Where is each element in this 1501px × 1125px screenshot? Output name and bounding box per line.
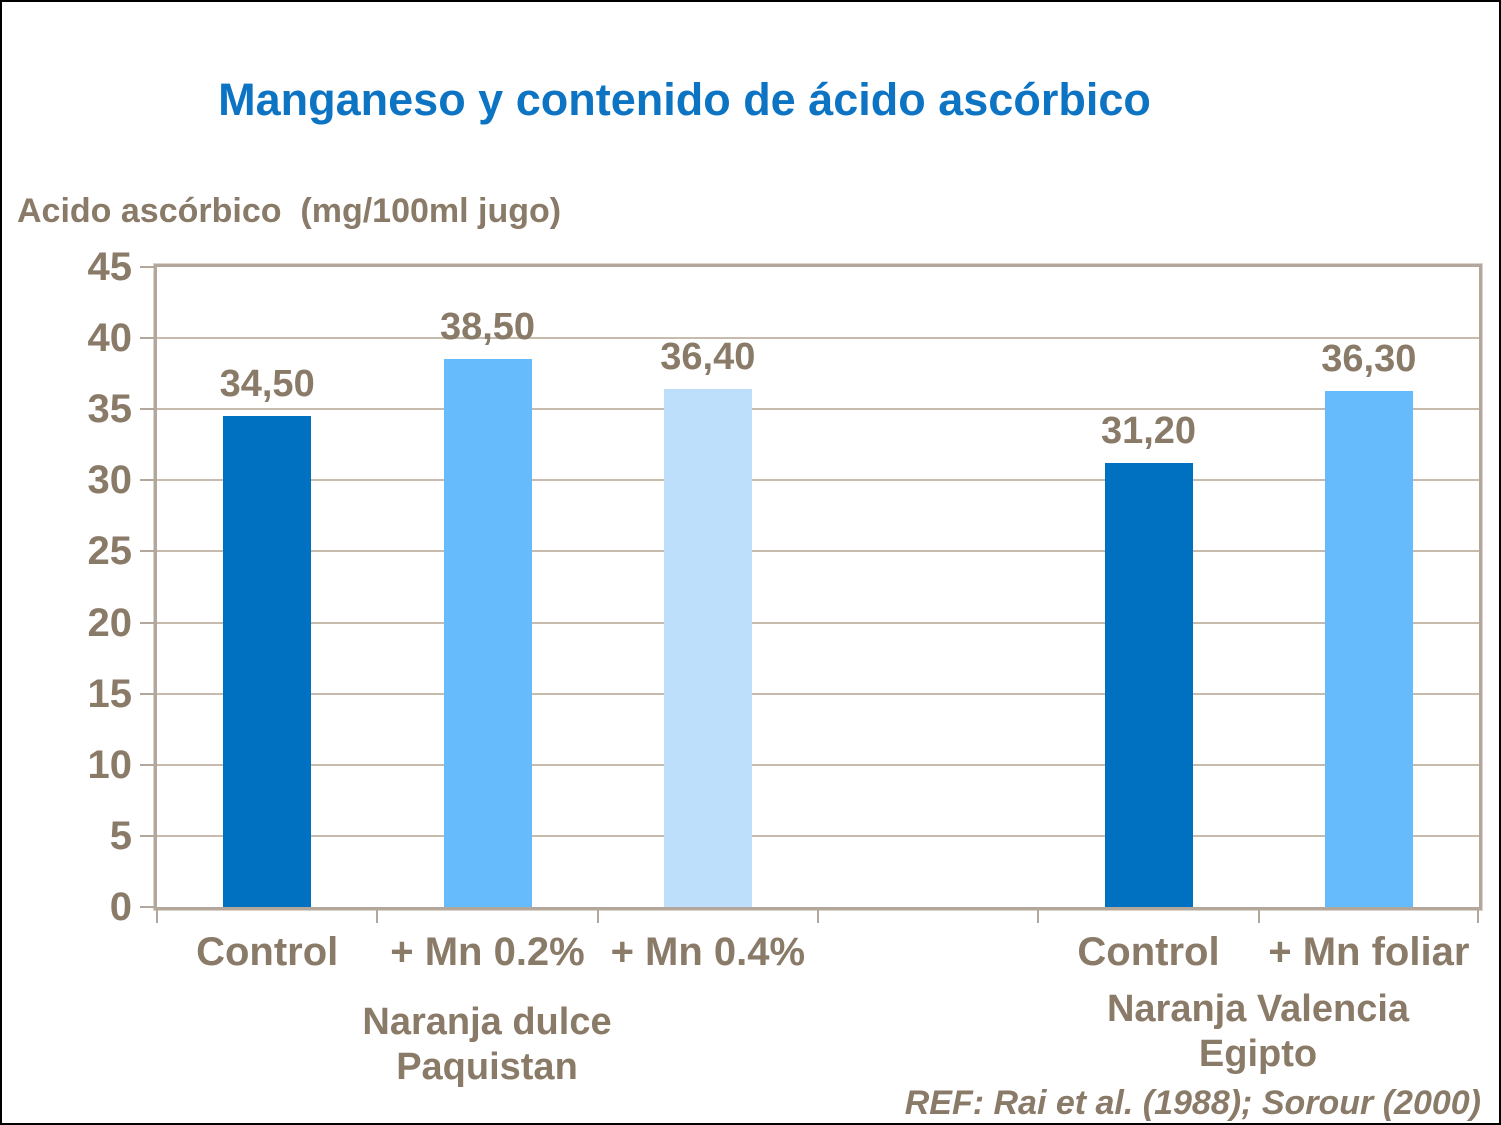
y-tick-label: 15 [87,671,133,716]
group-label-line: Naranja Valencia [1106,988,1410,1030]
category-label: + Mn 0.2% [390,930,585,974]
group-label-paquistan: Naranja dulce Paquistan [227,1000,747,1090]
group-label-line: Egipto [1198,1033,1318,1075]
y-tick-mark [140,550,156,553]
x-tick-mark [1477,910,1479,923]
y-tick-label: 10 [87,742,133,787]
y-tick-label: 5 [109,813,132,858]
x-tick-mark [1257,910,1260,923]
y-tick-mark [140,479,156,482]
gridline [157,408,1479,411]
y-tick-label: 25 [87,529,133,574]
bar-value-label: 34,50 [219,363,315,406]
bar-value-label: 38,50 [439,306,536,349]
category-label: + Mn foliar [1268,930,1470,974]
y-tick-mark [140,408,156,411]
plot-area: 34,50 38,50 36,40 31,20 36,30 [153,263,1483,911]
gridline [157,763,1479,766]
y-tick-label: 30 [87,458,133,503]
y-tick-label: 40 [87,316,133,361]
y-tick-mark [140,834,156,837]
x-tick-mark [156,910,158,923]
bar-value-label: 31,20 [1100,410,1197,453]
bar [223,416,312,907]
category-label: Control [196,930,339,974]
gridline [157,479,1479,482]
y-tick-mark [140,266,156,268]
y-tick-label: 20 [87,600,133,645]
gridline [157,550,1479,553]
y-tick-mark [140,763,156,766]
y-tick-mark [140,692,156,695]
bar [1324,390,1413,907]
x-tick-mark [376,910,379,923]
bar-value-label: 36,40 [660,336,756,379]
y-tick-label: 0 [109,885,132,929]
x-tick-mark [817,910,819,923]
y-tick-label: 45 [87,245,133,289]
gridline [157,834,1479,837]
gridline [157,337,1479,340]
group-label-egipto: Naranja Valencia Egipto [998,987,1499,1077]
group-label-line: Naranja dulce [362,1001,612,1043]
gridline [157,621,1479,624]
category-label: Control [1077,930,1220,974]
x-tick-mark [1037,910,1040,923]
y-axis-title: Acido ascórbico (mg/100ml jugo) [17,192,562,230]
x-tick-mark [596,910,599,923]
y-tick-label: 35 [87,387,133,432]
chart-title: Manganeso y contenido de ácido ascórbico [218,74,1151,125]
bar [663,389,752,907]
group-label-line: Paquistan [396,1046,578,1088]
category-label: + Mn 0.4% [610,930,806,974]
bar-value-label: 36,30 [1321,337,1417,380]
y-tick-mark [140,337,156,340]
reference-note: REF: Rai et al. (1988); Sorour (2000) [904,1084,1481,1122]
bar [1104,463,1193,907]
bar [443,359,532,907]
y-tick-mark [140,906,156,908]
y-tick-mark [140,621,156,624]
gridline [157,692,1479,695]
